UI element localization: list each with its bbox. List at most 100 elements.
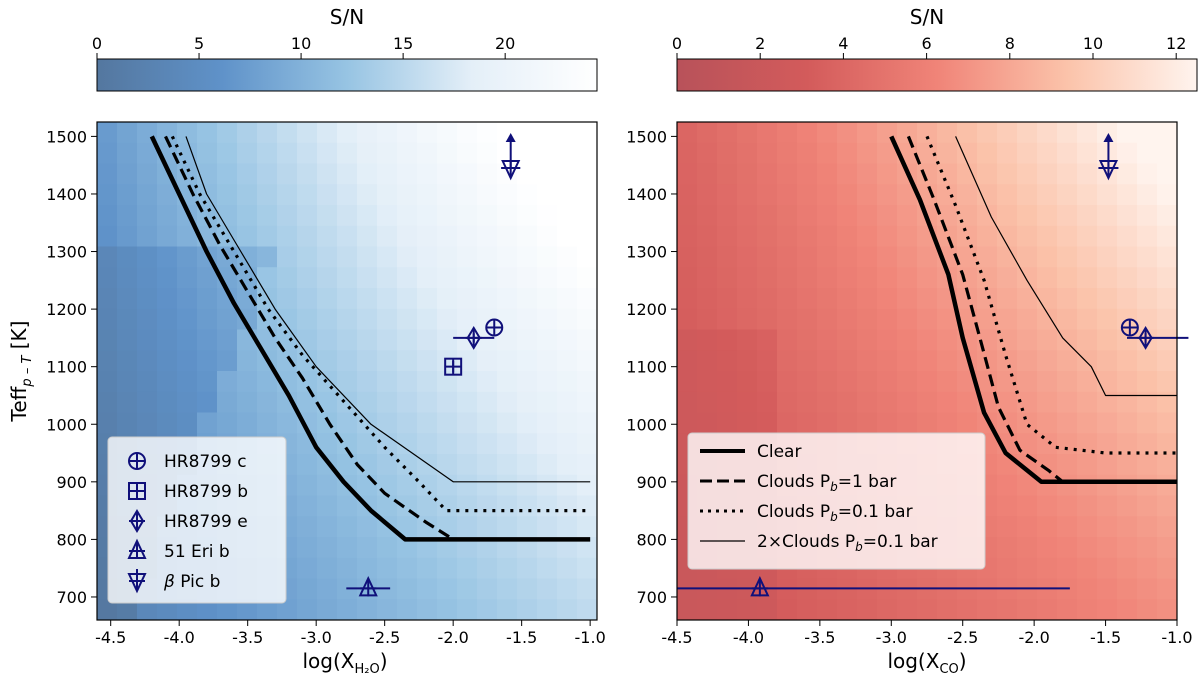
heatmap-cell [817,225,838,248]
heatmap-cell [1037,557,1058,580]
right-y-ticks: 700 800 900 1000 1100 1200 1300 1400 1500 [626,127,677,607]
heatmap-cell [757,163,778,185]
heatmap-cell [937,308,958,331]
heatmap-cell [1037,350,1058,372]
heatmap-cell [117,184,138,206]
heatmap-cell [1077,225,1098,248]
heatmap-cell [477,557,498,580]
heatmap-cell [277,391,298,414]
heatmap-cell [877,350,898,372]
x-tick-label: -3.0 [301,628,332,647]
heatmap-cell [817,288,838,310]
heatmap-cell [1037,391,1058,414]
heatmap-cell [197,412,218,434]
heatmap-cell [777,205,798,227]
right-axes-frame [676,121,1178,621]
heatmap-cell [497,329,518,351]
heatmap-cell [997,599,1018,620]
heatmap-cell [717,308,738,331]
heatmap-cell [1137,474,1158,497]
heatmap-cell [297,142,318,165]
heatmap-cell [1137,205,1158,227]
heatmap-cell [97,350,118,372]
curve-clear [889,135,1177,485]
heatmap-cell [517,350,538,372]
heatmap-cell [477,454,498,476]
heatmap-cell [497,267,518,289]
heatmap-cell [837,163,858,185]
heatmap-cell [1137,142,1158,165]
heatmap-cell [517,246,538,268]
heatmap-cell [317,474,338,497]
heatmap-cell [297,537,318,559]
heatmap-cell [537,454,558,476]
heatmap-cell [1017,225,1038,248]
heatmap-cell [537,163,558,185]
heatmap-cell [897,371,918,393]
heatmap-cell [1157,246,1177,268]
heatmap-cell [117,599,138,620]
heatmap-cell [197,163,218,185]
heatmap-cell [857,599,878,620]
heatmap-cell [877,391,898,414]
heatmap-cell [537,474,558,497]
heatmap-cell [837,122,858,144]
y-tick-label: 900 [636,473,667,492]
heatmap-cell [1037,122,1058,144]
heatmap-cell [977,371,998,393]
heatmap-cell [177,371,198,393]
heatmap-cell [997,329,1018,351]
heatmap-cell [1077,537,1098,559]
heatmap-cell [1097,578,1118,600]
heatmap-cell [537,599,558,620]
heatmap-cell [437,454,458,476]
heatmap-cell [877,142,898,165]
heatmap-cell [1157,495,1177,517]
heatmap-cell [957,163,978,185]
heatmap-cell [1057,142,1078,165]
heatmap-cell [417,391,438,414]
heatmap-cell [1157,516,1177,538]
heatmap-cell [717,246,738,268]
y-tick-label: 1100 [46,358,87,377]
heatmap-cell [1077,454,1098,476]
heatmap-cell [337,350,358,372]
heatmap-cell [697,350,718,372]
heatmap-cell [737,122,758,144]
heatmap-cell [397,225,418,248]
heatmap-cell [517,267,538,289]
heatmap-cell [777,267,798,289]
heatmap-cell [137,412,158,434]
heatmap-cell [877,184,898,206]
heatmap-cell [157,329,178,351]
heatmap-cell [257,122,278,144]
heatmap-cell [777,350,798,372]
heatmap-cell [1137,225,1158,248]
heatmap-cell [477,308,498,331]
heatmap-cell [257,599,278,620]
heatmap-cell [897,350,918,372]
heatmap-cell [1097,454,1118,476]
heatmap-cell [1057,246,1078,268]
heatmap-cell [117,205,138,227]
heatmap-cell [817,329,838,351]
heatmap-cell [217,350,238,372]
heatmap-cell [277,412,298,434]
heatmap-cell [477,599,498,620]
heatmap-cell [437,184,458,206]
heatmap-cell [257,246,278,268]
heatmap-cell [837,308,858,331]
right-panel: S/N 0 2 4 6 8 10 12 -4.5 -4.0 -3.5 -3.0 -2.5 -2.0 -1… [626,5,1198,677]
heatmap-cell [677,267,698,289]
heatmap-cell [837,246,858,268]
heatmap-cell [497,454,518,476]
heatmap-cell [897,246,918,268]
heatmap-cell [857,350,878,372]
heatmap-cell [317,184,338,206]
heatmap-cell [577,288,597,310]
heatmap-cell [1137,557,1158,580]
heatmap-cell [737,329,758,351]
heatmap-cell [1077,122,1098,144]
heatmap-cell [937,205,958,227]
heatmap-cell [257,371,278,393]
